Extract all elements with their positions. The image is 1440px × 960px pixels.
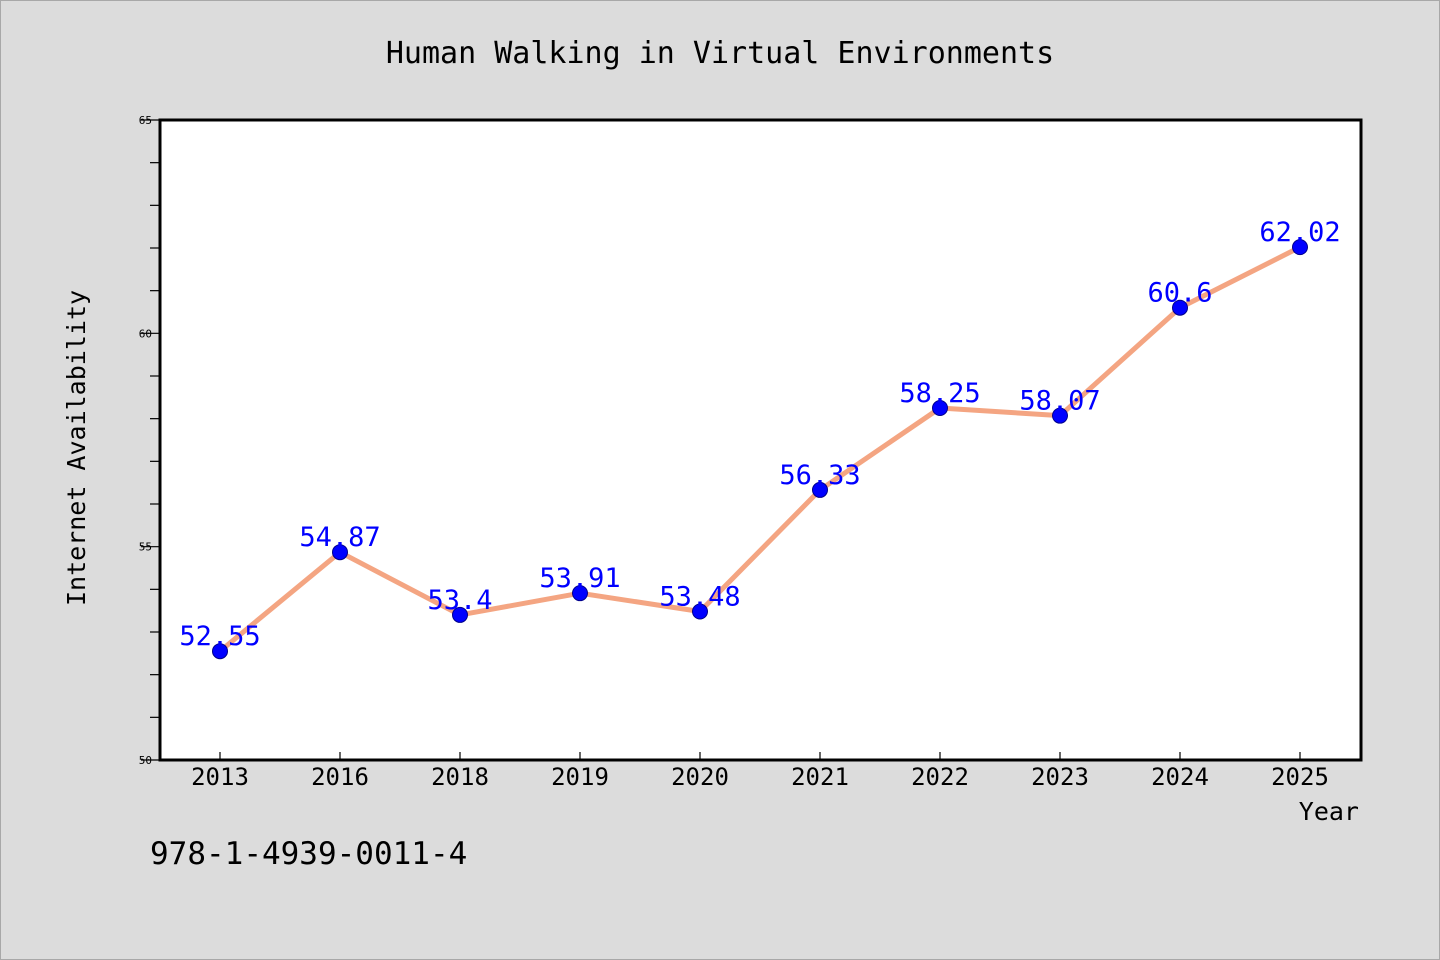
- y-tick-label: 50: [139, 754, 152, 767]
- data-label: 60.6: [1147, 278, 1212, 309]
- data-point: [1052, 407, 1068, 424]
- y-axis: 50 55 60 65: [139, 114, 159, 767]
- data-label: 53.48: [659, 582, 740, 613]
- y-tick-label: 60: [139, 327, 152, 340]
- data-label: 52.55: [179, 621, 260, 652]
- data-point: [1172, 299, 1188, 316]
- y-tick-label: 55: [139, 541, 152, 554]
- series-markers: [212, 239, 1308, 660]
- y-tick-label: 65: [139, 114, 152, 127]
- isbn-annotation: 978-1-4939-0011-4: [150, 836, 467, 872]
- data-point: [692, 603, 708, 620]
- x-tick-label: 2019: [551, 763, 609, 791]
- data-point: [572, 585, 588, 602]
- x-axis-label: Year: [1299, 797, 1359, 826]
- x-tick-label: 2018: [431, 763, 489, 791]
- x-tick-label: 2021: [791, 763, 849, 791]
- x-tick-label: 2013: [191, 763, 249, 791]
- data-label: 53.4: [427, 585, 492, 616]
- x-axis: 2013 2016 2018 2019 2020 2021 2022 2023 2024 2025: [191, 752, 1329, 791]
- data-labels: 52.55 54.87 53.4 53.91 53.48 56.33 58.25 58.07 6…: [179, 217, 1340, 652]
- data-point: [212, 643, 228, 660]
- data-point: [452, 606, 468, 623]
- data-label: 58.25: [899, 378, 980, 409]
- series-line: [217, 244, 1303, 654]
- data-label: 56.33: [779, 460, 860, 491]
- x-tick-label: 2016: [311, 763, 369, 791]
- chart-title: Human Walking in Virtual Environments: [386, 36, 1054, 71]
- x-tick-label: 2023: [1031, 763, 1089, 791]
- data-label: 58.07: [1019, 386, 1100, 417]
- plot-area: [158, 118, 1363, 762]
- data-label: 62.02: [1259, 217, 1340, 248]
- data-point: [1292, 239, 1308, 256]
- data-label: 53.91: [539, 563, 620, 594]
- data-label: 54.87: [299, 522, 380, 553]
- x-tick-label: 2024: [1151, 763, 1209, 791]
- data-point: [812, 481, 828, 498]
- y-axis-label: Internet Availability: [62, 290, 91, 606]
- data-point: [932, 400, 948, 416]
- x-tick-label: 2020: [671, 763, 729, 791]
- x-tick-label: 2025: [1271, 763, 1329, 791]
- data-point: [332, 544, 348, 561]
- x-tick-label: 2022: [911, 763, 969, 791]
